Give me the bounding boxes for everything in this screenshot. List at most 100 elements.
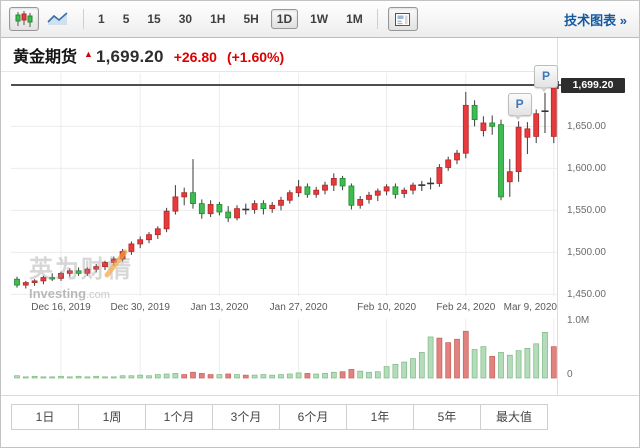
candle-body	[550, 84, 557, 137]
line-chart-type-button[interactable]	[43, 7, 73, 31]
volume-bar	[31, 375, 38, 379]
volume-bar	[489, 355, 496, 379]
candle-body	[66, 270, 73, 274]
event-marker-p[interactable]: P	[507, 93, 532, 121]
volume-bar	[154, 374, 161, 379]
timeframe-5[interactable]: 5	[122, 12, 130, 26]
volume-bar	[357, 370, 364, 379]
volume-bar	[313, 373, 320, 379]
volume-bar	[260, 374, 267, 379]
timeframe-15[interactable]: 15	[147, 12, 161, 26]
volume-bar	[550, 346, 557, 379]
candle-body	[304, 186, 311, 195]
candle-body	[445, 159, 452, 168]
technical-chart-link[interactable]: 技术图表 »	[564, 13, 627, 28]
range-tab[interactable]: 3个月	[212, 404, 280, 430]
range-tab[interactable]: 1个月	[145, 404, 213, 430]
volume-bar	[410, 358, 416, 379]
candle-body	[515, 126, 522, 173]
volume-bar	[163, 373, 170, 379]
volume-bar	[58, 375, 64, 379]
candle-body	[128, 243, 135, 252]
range-tab-bar: 1日 1周 1个月 3个月 6个月 1年 5年 最大值	[11, 404, 548, 430]
timeframe-1w[interactable]: 1W	[310, 12, 329, 26]
date-axis-label: Feb 24, 2020	[436, 302, 496, 313]
instrument-title: 黄金期货	[13, 49, 78, 66]
range-tab[interactable]: 最大值	[480, 404, 548, 430]
price-axis-label: 1,600.00	[567, 163, 606, 175]
volume-bar	[66, 376, 73, 379]
price-change: +26.80	[173, 49, 217, 65]
volume-bar	[137, 374, 144, 379]
candle-body	[31, 280, 38, 283]
candle-body	[84, 268, 91, 274]
price-axis-label: 1,550.00	[567, 205, 606, 217]
candle-body	[278, 199, 284, 206]
volume-bar	[234, 374, 240, 379]
candle-body	[198, 203, 205, 215]
panel-layout-button[interactable]	[387, 7, 418, 31]
volume-bar	[445, 342, 452, 379]
volume-bar	[22, 376, 29, 379]
candle-body	[480, 122, 487, 131]
volume-bar	[322, 373, 328, 379]
candle-body	[410, 184, 416, 191]
volume-bar	[40, 376, 47, 379]
volume-bar	[93, 375, 100, 379]
candle-body	[22, 282, 29, 286]
date-axis-label: Mar 9, 2020	[503, 302, 557, 313]
candle-body	[110, 258, 117, 263]
instrument-header: 黄金期货 ▲ 1,699.20 +26.80 (+1.60%)	[13, 43, 284, 67]
timeframe-30[interactable]: 30	[178, 12, 193, 26]
date-axis-label: Feb 10, 2020	[357, 302, 417, 313]
timeframe-1m[interactable]: 1M	[346, 12, 363, 26]
date-axis-label: Jan 27, 2020	[269, 302, 328, 313]
volume-bar	[172, 373, 179, 379]
volume-axis-top-label: 1.0M	[567, 315, 590, 326]
volume-bar	[498, 351, 504, 379]
volume-bar	[242, 374, 249, 379]
timeframe-1h[interactable]: 1H	[210, 12, 226, 26]
volume-bar	[436, 337, 443, 379]
volume-bar	[49, 376, 56, 379]
volume-bar	[524, 347, 531, 379]
volume-bar	[533, 343, 540, 379]
candle-body	[102, 262, 108, 268]
candle-body	[49, 277, 56, 280]
volume-bar	[383, 366, 390, 379]
volume-bar	[506, 354, 513, 379]
candlestick-chart-type-button[interactable]	[9, 7, 39, 31]
timeframe-1d[interactable]: 1D	[270, 9, 299, 29]
volume-bar	[190, 371, 196, 379]
candle-body	[524, 128, 531, 138]
candle-body	[313, 189, 320, 195]
timeframe-5h[interactable]: 5H	[243, 12, 259, 26]
range-tab[interactable]: 1周	[78, 404, 146, 430]
line-chart-icon	[47, 12, 68, 25]
timeframe-1[interactable]: 1	[98, 12, 105, 26]
volume-bar	[462, 330, 469, 379]
price-axis-label: 1,450.00	[567, 289, 606, 301]
range-tab[interactable]: 6个月	[279, 404, 347, 430]
candle-body	[14, 278, 20, 286]
candle-body	[436, 167, 443, 184]
range-tab[interactable]: 1年	[346, 404, 414, 430]
volume-bar	[542, 332, 548, 379]
date-axis-label: Jan 13, 2020	[190, 302, 249, 313]
volume-bar	[392, 363, 399, 379]
current-price-tag: 1,699.20	[561, 78, 625, 93]
range-tab[interactable]: 1日	[11, 404, 79, 430]
candle-body	[506, 171, 513, 183]
price-axis-label: 1,650.00	[567, 121, 606, 133]
candle-body	[471, 104, 478, 121]
volume-bar	[110, 376, 117, 379]
last-price: 1,699.20	[95, 47, 164, 66]
event-marker-p[interactable]: P	[534, 64, 558, 92]
range-tab[interactable]: 5年	[413, 404, 481, 430]
price-change-percent: (+1.60%)	[226, 49, 285, 65]
candle-body	[498, 124, 504, 198]
candle-body	[58, 272, 64, 279]
volume-bar	[251, 374, 258, 379]
